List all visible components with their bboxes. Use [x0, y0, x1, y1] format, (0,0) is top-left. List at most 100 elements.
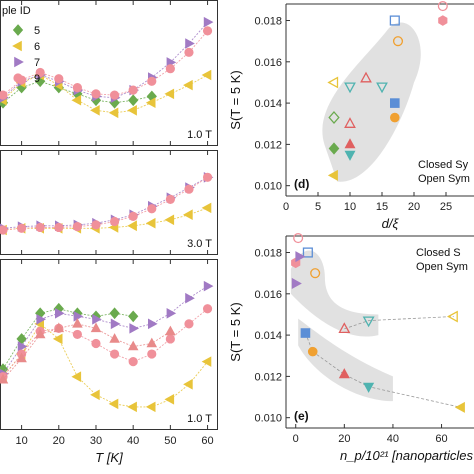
legend-marker [12, 24, 24, 36]
legend: ple ID5 6 7 9 [2, 5, 40, 85]
data-point [108, 107, 119, 119]
legend-label: Open Sym [418, 173, 470, 185]
data-point [185, 292, 195, 304]
data-point [0, 225, 8, 235]
data-point [92, 314, 102, 325]
data-point [203, 280, 214, 292]
legend-label: 5 [34, 25, 40, 37]
legend-marker [14, 56, 24, 68]
data-point [145, 217, 156, 229]
shaded-region [290, 250, 379, 337]
panel-label: (d) [294, 177, 309, 191]
series-7 [0, 280, 214, 379]
data-point [71, 94, 82, 106]
legend-label: 9 [34, 73, 40, 85]
data-point [127, 220, 137, 232]
data-point [54, 74, 64, 84]
data-point [184, 184, 194, 194]
data-point [360, 71, 372, 83]
data-point [302, 247, 313, 258]
data-point [328, 142, 340, 155]
x-axis-label: n_p/10²¹ [nanoparticles [340, 448, 473, 463]
x-tick-label: 10 [15, 435, 27, 447]
x-tick-label: 20 [338, 433, 350, 445]
data-point [34, 328, 46, 339]
data-point [327, 76, 339, 89]
data-point [338, 322, 351, 334]
data-point [129, 323, 140, 334]
x-tick-label: 20 [53, 435, 65, 447]
data-point [392, 36, 404, 47]
connector-line [344, 316, 454, 330]
panel-left-middle: 3.0 T [0, 150, 218, 255]
y-tick-label: 0.018 [254, 16, 282, 28]
y-tick-label: 0.018 [254, 248, 282, 260]
data-point [201, 202, 212, 214]
data-point [0, 90, 8, 100]
field-label: 1.0 T [187, 413, 212, 425]
panel-e: 0.010 0.012 0.014 0.016 0.018 0 20 40 60 S(T = 5 … [228, 233, 474, 463]
data-point [109, 216, 120, 227]
data-point [202, 304, 213, 314]
x-tick-label: 40 [387, 433, 399, 445]
data-point [327, 169, 338, 181]
y-axis-label: S(T = 5 K) [228, 302, 243, 361]
data-point [73, 311, 84, 322]
data-point [90, 322, 102, 333]
data-point [109, 333, 120, 343]
data-point [128, 211, 138, 221]
shaded-region [298, 318, 393, 402]
data-point [328, 111, 340, 124]
panel-label: (e) [294, 409, 309, 423]
data-point [344, 138, 356, 149]
x-tick-label: 5 [315, 201, 321, 213]
data-point [201, 356, 212, 367]
data-point [52, 333, 63, 345]
data-point [72, 83, 82, 93]
legend-title: ple ID [2, 5, 31, 17]
data-point [310, 268, 321, 279]
data-point [128, 94, 139, 107]
x-tick-label: 25 [440, 201, 452, 213]
data-point [109, 349, 120, 359]
y-tick-label: 0.014 [254, 330, 282, 342]
x-axis-label: d/ξ [382, 216, 400, 231]
legend-label: Open Sym [416, 261, 468, 273]
data-point [293, 233, 304, 244]
data-point [185, 38, 195, 49]
data-point [183, 209, 193, 220]
x-tick-label: 10 [344, 201, 356, 213]
data-point [183, 79, 193, 91]
data-point [54, 222, 64, 233]
data-point [165, 194, 175, 204]
data-point [389, 112, 400, 123]
x-axis-label: T [K] [95, 450, 123, 465]
series-9 [0, 172, 213, 235]
data-point [438, 15, 448, 26]
connector-line [305, 332, 462, 408]
y-tick-label: 0.016 [254, 57, 282, 69]
panel-left-top: 1.0 T ple ID5 6 7 9 [0, 0, 218, 146]
data-point [35, 222, 45, 233]
data-point [108, 398, 119, 410]
data-point [338, 368, 350, 379]
y-tick-label: 0.016 [254, 289, 282, 301]
data-point [109, 307, 120, 320]
data-point [166, 308, 177, 319]
x-tick-label: 0 [293, 433, 299, 445]
data-point [362, 316, 375, 328]
data-point [35, 67, 45, 78]
data-point [295, 251, 306, 263]
series-line [2, 308, 134, 370]
data-point [72, 317, 83, 328]
data-point [128, 85, 138, 95]
data-point [128, 356, 138, 367]
data-point [90, 389, 100, 401]
series-9 [0, 26, 213, 100]
legend-label: Closed Sy [418, 159, 469, 171]
field-label: 1.0 T [187, 129, 212, 141]
series-9b [0, 317, 176, 384]
data-point [109, 90, 120, 100]
plot-frame [0, 150, 218, 255]
